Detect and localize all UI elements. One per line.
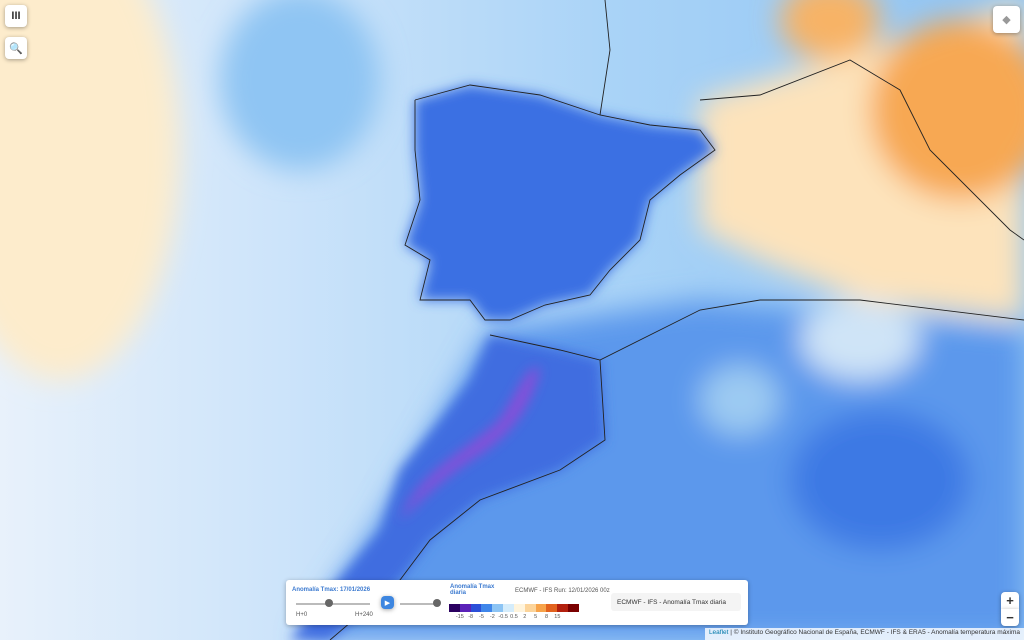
layer-switcher[interactable]: ◆	[993, 6, 1020, 33]
speed-slider[interactable]	[400, 603, 440, 605]
legend-swatch	[503, 604, 514, 612]
slider-start: H+0	[296, 612, 308, 618]
legend-label: -8	[468, 614, 474, 620]
legend-label: 0.5	[510, 614, 518, 620]
legend-labels: -15 -8 -5 -2 -0.5 0.5 2 5 8 15	[444, 614, 584, 622]
legend-label: 2	[523, 614, 527, 620]
legend-swatch	[470, 604, 482, 612]
legend-label: -5	[479, 614, 484, 620]
legend-swatch	[546, 604, 558, 612]
slider-end: H+240	[355, 612, 373, 618]
legend-swatch	[568, 604, 579, 612]
legend-label: 15	[554, 614, 561, 620]
legend-swatch	[492, 604, 504, 612]
legend-swatch	[535, 604, 547, 612]
play-button[interactable]: ▶	[381, 596, 394, 609]
legend-swatch	[449, 604, 460, 612]
attribution-text: | © Instituto Geográfico Nacional de Esp…	[730, 629, 1020, 636]
layer-name: ECMWF - IFS - Anomalía Tmax diaria	[617, 598, 726, 606]
legend-swatch	[513, 604, 525, 612]
speed-handle[interactable]	[433, 599, 441, 607]
layers-menu-button[interactable]: III	[5, 5, 27, 27]
legend-swatch	[481, 604, 493, 612]
legend-label: -2	[489, 614, 495, 620]
legend-title: Anomalía Tmax diaria	[450, 584, 495, 596]
time-slider[interactable]	[296, 603, 370, 605]
leaflet-link[interactable]: Leaflet	[708, 629, 729, 636]
run-info: ECMWF - IFS Run: 12/01/2026 00z	[515, 588, 610, 594]
legend-bar	[449, 604, 579, 612]
panel-title: Anomalía Tmax: 17/01/2026	[292, 587, 371, 593]
legend-label: -0.5	[498, 614, 508, 620]
time-panel: Anomalía Tmax: 17/01/2026 H+0 H+240 ▶ An…	[286, 580, 748, 625]
legend-swatch	[459, 604, 471, 612]
zoom-in[interactable]: +	[1001, 592, 1019, 609]
search-button[interactable]: 🔍	[5, 37, 27, 59]
attribution: Leaflet | © Instituto Geográfico Naciona…	[704, 628, 1024, 640]
layer-select[interactable]: ECMWF - IFS - Anomalía Tmax diaria	[611, 593, 741, 611]
legend-label: 5	[534, 614, 538, 620]
legend-swatch	[524, 604, 536, 612]
legend-label: -15	[455, 614, 464, 620]
legend-swatch	[557, 604, 569, 612]
slider-handle[interactable]	[325, 599, 333, 607]
zoom-out[interactable]: −	[1001, 609, 1019, 626]
legend-label: 8	[544, 614, 549, 620]
